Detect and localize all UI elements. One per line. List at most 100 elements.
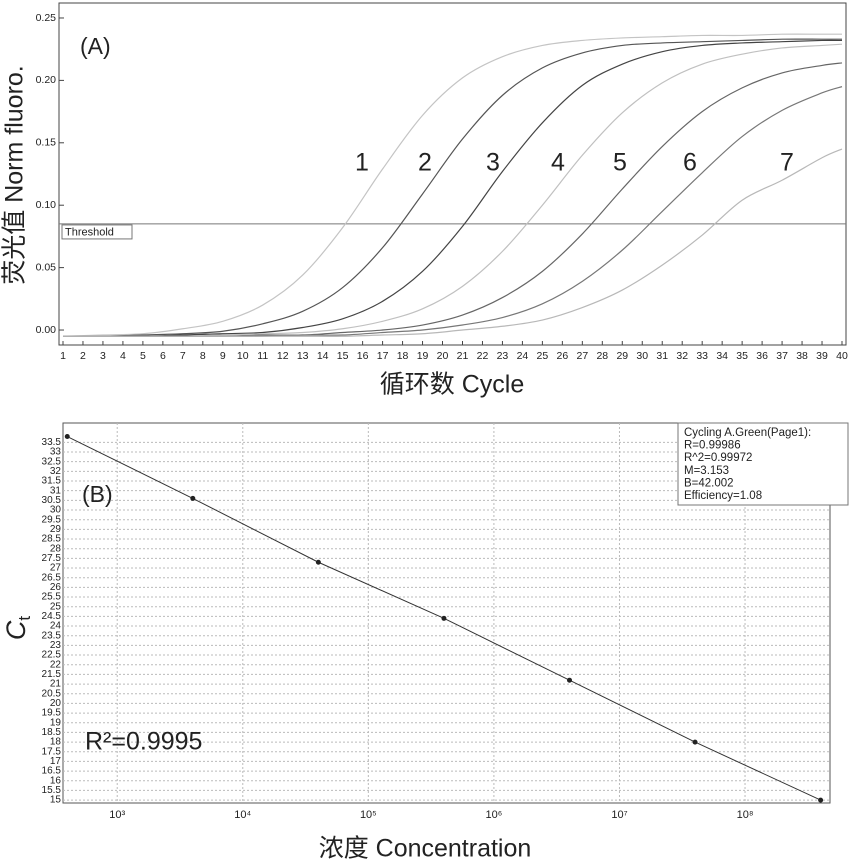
data-point — [818, 797, 824, 803]
stats-line: R^2=0.99972 — [684, 452, 752, 464]
panel-label: (A) — [80, 33, 111, 59]
y-tick-label: 23.5 — [42, 630, 62, 641]
y-tick-label: 15 — [50, 795, 62, 806]
curve-label: 6 — [683, 149, 697, 177]
y-tick-label: 0.05 — [36, 261, 57, 273]
curve-label: 2 — [418, 149, 432, 177]
panel-label: (B) — [82, 481, 113, 507]
x-tick-label: 14 — [317, 350, 329, 362]
x-tick-label: 15 — [337, 350, 349, 362]
stats-line: Efficiency=1.08 — [684, 490, 762, 502]
x-tick-label: 2 — [80, 350, 86, 362]
x-tick-label: 36 — [756, 350, 768, 362]
y-tick-label: 24 — [50, 621, 62, 632]
x-tick-label: 12 — [277, 350, 289, 362]
y-tick-label: 25.5 — [42, 592, 62, 603]
y-axis-label: Ct — [1, 616, 34, 641]
y-tick-label: 32.5 — [42, 456, 62, 467]
y-tick-label: 16 — [50, 775, 62, 786]
y-tick-label: 30.5 — [42, 495, 62, 506]
x-tick-label: 23 — [497, 350, 509, 362]
curve-label: 4 — [551, 149, 565, 177]
data-point — [567, 677, 573, 683]
y-tick-label: 22.5 — [42, 650, 62, 661]
y-tick-label: 27 — [50, 563, 62, 574]
x-tick-label: 22 — [477, 350, 489, 362]
x-tick-label: 1 — [60, 350, 66, 362]
x-tick-label: 8 — [200, 350, 206, 362]
y-tick-label: 18 — [50, 737, 62, 748]
data-point — [441, 615, 447, 621]
y-tick-label: 23 — [50, 640, 62, 651]
x-tick-label: 25 — [537, 350, 549, 362]
y-tick-label: 15.5 — [42, 785, 62, 796]
y-tick-label: 20 — [50, 698, 62, 709]
x-tick-label: 13 — [297, 350, 309, 362]
curve — [62, 148, 843, 337]
x-tick-label: 30 — [636, 350, 648, 362]
y-tick-label: 0.15 — [36, 137, 57, 149]
data-point — [315, 559, 321, 565]
curve — [62, 39, 843, 337]
y-axis-symbol: C — [1, 620, 31, 640]
curve-label: 3 — [486, 149, 500, 177]
y-tick-label: 21 — [50, 679, 62, 690]
x-tick-label: 40 — [836, 350, 848, 362]
stats-box — [677, 422, 849, 506]
threshold-label: Threshold — [65, 226, 114, 238]
x-tick-label: 35 — [736, 350, 748, 362]
y-tick-label: 19 — [50, 717, 62, 728]
threshold-label-box — [61, 224, 133, 240]
x-tick-label: 16 — [357, 350, 369, 362]
x-axis-label: 循环数 Cycle — [380, 371, 524, 399]
y-tick-label: 0.00 — [36, 324, 57, 336]
curve — [62, 38, 843, 337]
x-tick-label: 33 — [696, 350, 708, 362]
data-point — [190, 495, 196, 501]
x-axis-label: 浓度 Concentration — [319, 835, 532, 863]
stats-line: M=3.153 — [684, 465, 729, 477]
x-tick-label: 34 — [716, 350, 728, 362]
x-tick-label: 17 — [377, 350, 389, 362]
curve — [62, 33, 843, 337]
x-tick-label: 11 — [257, 350, 268, 362]
x-tick-label: 38 — [796, 350, 808, 362]
y-tick-label: 16.5 — [42, 766, 62, 777]
data-point — [692, 739, 698, 745]
y-axis-subscript: t — [15, 616, 34, 621]
stats-line: Cycling A.Green(Page1): — [684, 427, 811, 439]
y-tick-label: 27.5 — [42, 553, 62, 564]
y-tick-label: 22 — [50, 659, 62, 670]
x-tick-label: 37 — [776, 350, 788, 362]
annotation: R²=0.9995 — [85, 728, 202, 756]
x-tick-label: 28 — [596, 350, 608, 362]
x-tick-label: 7 — [180, 350, 186, 362]
y-tick-label: 21.5 — [42, 669, 62, 680]
y-tick-label: 30 — [50, 505, 62, 516]
stats-line: R=0.99986 — [684, 440, 741, 452]
x-tick-label: 5 — [140, 350, 146, 362]
curve-label: 5 — [613, 149, 627, 177]
x-tick-label: 39 — [816, 350, 828, 362]
y-tick-label: 0.25 — [36, 12, 57, 24]
y-axis-label: 荧光值 Norm fluoro. — [1, 65, 29, 284]
x-tick-label: 21 — [457, 350, 469, 362]
y-tick-label: 26 — [50, 582, 62, 593]
x-tick-label: 10⁶ — [486, 809, 503, 821]
y-tick-label: 29 — [50, 524, 62, 535]
y-tick-label: 25 — [50, 601, 62, 612]
stats-line: B=42.002 — [684, 477, 734, 489]
x-tick-label: 32 — [676, 350, 688, 362]
x-tick-label: 10⁷ — [611, 809, 627, 821]
y-tick-label: 17.5 — [42, 746, 62, 757]
x-tick-label: 10 — [237, 350, 249, 362]
y-tick-label: 29.5 — [42, 514, 62, 525]
x-tick-label: 18 — [397, 350, 409, 362]
x-tick-label: 24 — [517, 350, 529, 362]
x-tick-label: 26 — [557, 350, 569, 362]
x-tick-label: 3 — [100, 350, 106, 362]
x-tick-label: 31 — [656, 350, 668, 362]
x-tick-label: 27 — [576, 350, 588, 362]
